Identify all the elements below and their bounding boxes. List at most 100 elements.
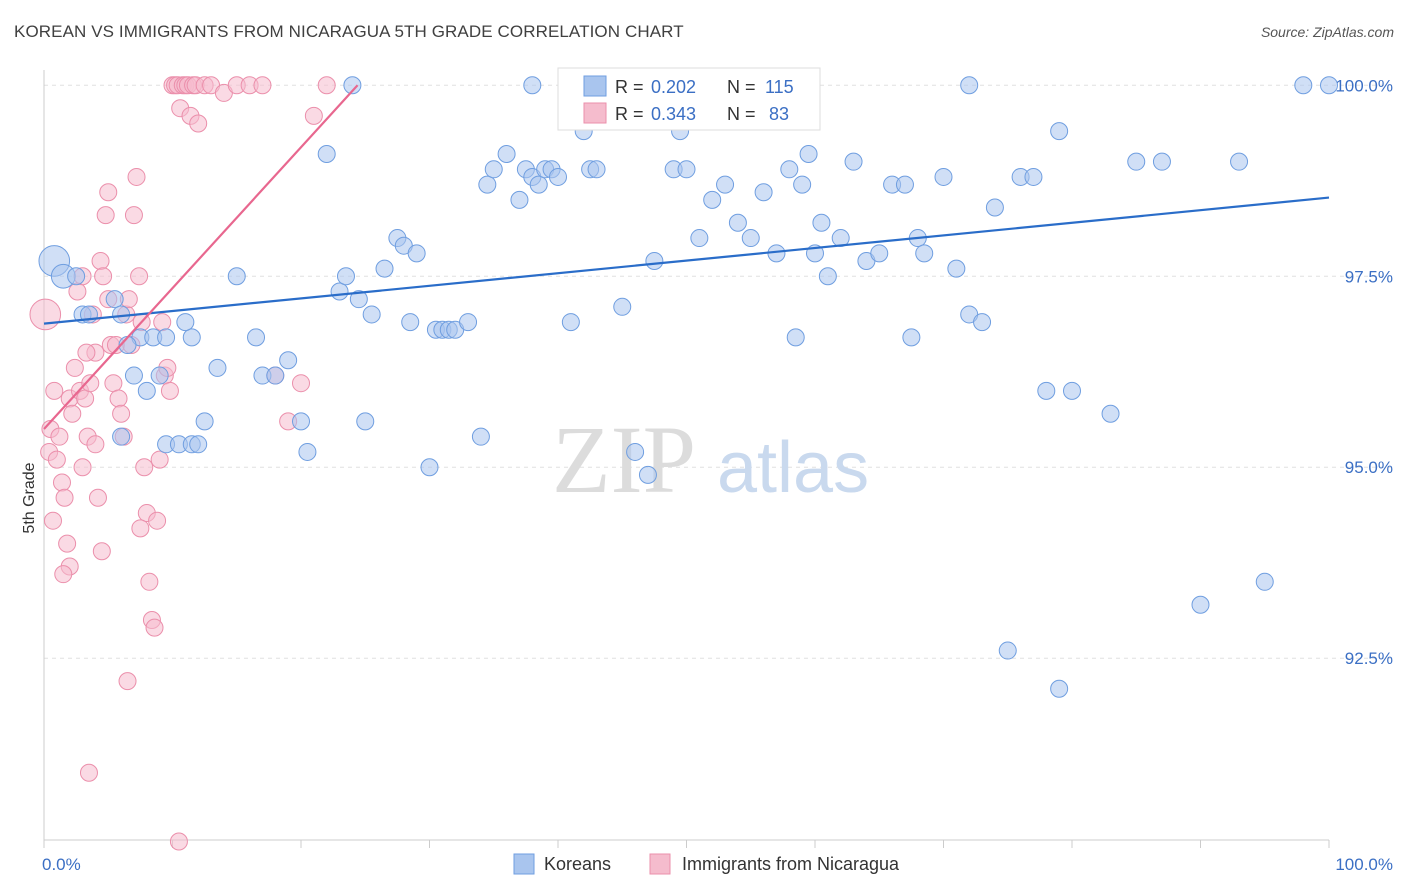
- nicaragua-point-41: [140, 572, 159, 591]
- nicaragua-point-4: [45, 381, 64, 400]
- korean-point-29: [298, 442, 317, 461]
- nicaragua-point-16: [76, 389, 95, 408]
- korean-point-48: [478, 175, 497, 194]
- korean-point-54: [529, 175, 548, 194]
- bottom-legend-swatch-nicaragua: [649, 853, 671, 875]
- nicaragua-point-37: [130, 267, 149, 286]
- korean-point-31: [330, 282, 349, 301]
- korean-point-58: [561, 313, 580, 332]
- nicaragua-point-49: [160, 381, 179, 400]
- watermark-atlas: atlas: [717, 428, 869, 508]
- korean-point-62: [613, 297, 632, 316]
- nicaragua-point-44: [148, 511, 167, 530]
- korean-point-73: [728, 213, 747, 232]
- korean-point-24: [247, 328, 266, 347]
- y-tick-label-1: 95.0%: [1345, 458, 1393, 477]
- stats-legend: R = 0.202 N = 115 R = 0.343 N = 83: [557, 67, 821, 131]
- nicaragua-point-8: [55, 488, 74, 507]
- nicaragua-point-74: [118, 672, 137, 691]
- korean-point-85: [844, 152, 863, 171]
- korean-point-104: [1101, 404, 1120, 423]
- bottom-legend-swatch-koreans: [513, 853, 535, 875]
- korean-point-10: [182, 328, 201, 347]
- korean-point-103: [1063, 381, 1081, 400]
- nicaragua-point-29: [109, 389, 128, 408]
- legend-r-value-koreans: 0.202: [651, 77, 696, 97]
- korean-point-90: [902, 328, 921, 347]
- nicaragua-point-36: [127, 167, 146, 186]
- korean-point-92: [915, 244, 934, 263]
- korean-point-26: [266, 366, 285, 385]
- korean-point-105: [1127, 152, 1146, 171]
- nicaragua-point-12: [65, 358, 84, 377]
- korean-point-28: [292, 412, 310, 431]
- korean-point-70: [690, 229, 709, 248]
- legend-n-label-nicaragua: N =: [727, 104, 756, 124]
- korean-point-106: [1152, 152, 1171, 171]
- korean-point-36: [375, 259, 394, 278]
- korean-point-72: [716, 175, 735, 194]
- korean-point-93: [934, 167, 953, 186]
- nicaragua-point-43: [145, 618, 164, 637]
- korean-point-75: [754, 183, 773, 202]
- korean-point-74: [741, 229, 760, 248]
- korean-point-116: [1050, 122, 1069, 141]
- korean-point-2: [67, 267, 86, 286]
- trendlines: [43, 84, 1330, 430]
- y-tick-label-3: 100.0%: [1335, 76, 1393, 95]
- bottom-legend-nicaragua: Immigrants from Nicaragua: [682, 854, 900, 874]
- korean-point-40: [401, 313, 420, 332]
- korean-point-21: [195, 412, 214, 431]
- chart-title: KOREAN VS IMMIGRANTS FROM NICARAGUA 5TH …: [14, 22, 684, 41]
- korean-point-63: [626, 442, 645, 461]
- nicaragua-point-22: [91, 251, 110, 270]
- korean-point-89: [895, 175, 914, 194]
- nicaragua-point-11: [63, 404, 82, 423]
- korean-point-57: [549, 167, 567, 186]
- korean-point-100: [1024, 167, 1043, 186]
- korean-point-49: [484, 160, 503, 179]
- series-legend: Koreans Immigrants from Nicaragua: [513, 853, 900, 875]
- korean-point-47: [471, 427, 490, 446]
- nicaragua-point-76: [92, 542, 111, 561]
- korean-point-107: [1191, 595, 1210, 614]
- korean-point-94: [947, 259, 966, 278]
- korean-point-34: [356, 412, 375, 431]
- nicaragua-point-13: [68, 282, 87, 301]
- nicaragua-point-79: [73, 458, 92, 477]
- korean-point-16: [112, 427, 131, 446]
- korean-trendline: [43, 196, 1330, 325]
- y-tick-labels: 92.5% 95.0% 97.5% 100.0%: [1335, 76, 1393, 668]
- nicaragua-point-0: [29, 298, 62, 331]
- legend-r-value-nicaragua: 0.343: [651, 104, 696, 124]
- korean-point-11: [176, 313, 195, 332]
- korean-point-50: [497, 145, 516, 164]
- korean-point-112: [343, 76, 362, 95]
- korean-point-102: [1050, 679, 1069, 698]
- korean-point-30: [317, 145, 336, 164]
- korean-point-109: [1255, 572, 1274, 591]
- legend-r-label-koreans: R =: [615, 77, 644, 97]
- korean-point-108: [1230, 152, 1249, 171]
- legend-n-value-koreans: 115: [765, 77, 794, 97]
- y-tick-label-2: 97.5%: [1345, 267, 1393, 286]
- nicaragua-point-21: [88, 488, 107, 507]
- nicaragua-point-6: [50, 427, 69, 446]
- x-tick-label-1: 100.0%: [1335, 855, 1393, 874]
- korean-points: [38, 76, 1338, 698]
- korean-point-71: [703, 190, 722, 209]
- legend-r-label-nicaragua: R =: [615, 104, 644, 124]
- korean-point-115: [960, 76, 979, 95]
- nicaragua-point-78: [54, 565, 73, 584]
- korean-point-51: [510, 190, 529, 209]
- korean-point-77: [780, 160, 799, 179]
- nicaragua-points: [29, 76, 336, 851]
- korean-point-27: [279, 351, 298, 370]
- korean-point-64: [638, 465, 657, 484]
- nicaragua-point-24: [96, 206, 115, 225]
- korean-point-5: [105, 290, 124, 309]
- source-label: Source: ZipAtlas.com: [1260, 24, 1394, 40]
- korean-point-13: [124, 366, 143, 385]
- nicaragua-point-77: [131, 519, 150, 538]
- nicaragua-point-3: [43, 511, 62, 530]
